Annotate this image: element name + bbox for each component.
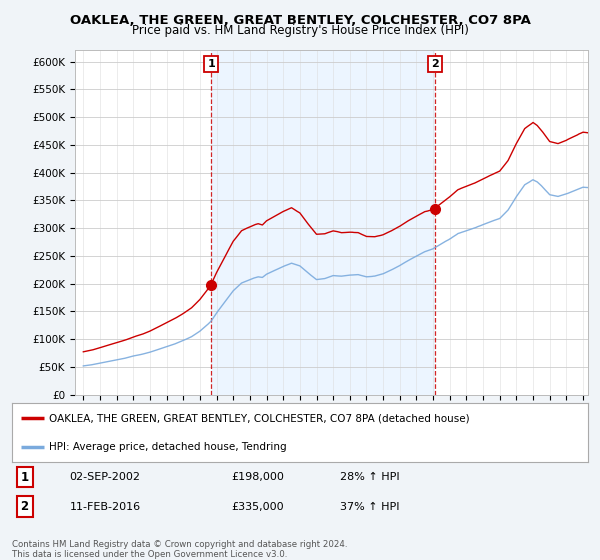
- Text: 2: 2: [20, 500, 29, 513]
- Text: OAKLEA, THE GREEN, GREAT BENTLEY, COLCHESTER, CO7 8PA (detached house): OAKLEA, THE GREEN, GREAT BENTLEY, COLCHE…: [49, 413, 470, 423]
- Text: 1: 1: [207, 59, 215, 69]
- Text: 2: 2: [431, 59, 439, 69]
- Text: Price paid vs. HM Land Registry's House Price Index (HPI): Price paid vs. HM Land Registry's House …: [131, 24, 469, 36]
- Text: 28% ↑ HPI: 28% ↑ HPI: [340, 472, 400, 482]
- Bar: [211, 50, 435, 395]
- Text: £335,000: £335,000: [231, 502, 284, 512]
- Text: £198,000: £198,000: [231, 472, 284, 482]
- Text: 11-FEB-2016: 11-FEB-2016: [70, 502, 141, 512]
- Text: OAKLEA, THE GREEN, GREAT BENTLEY, COLCHESTER, CO7 8PA: OAKLEA, THE GREEN, GREAT BENTLEY, COLCHE…: [70, 14, 530, 27]
- Text: 37% ↑ HPI: 37% ↑ HPI: [340, 502, 400, 512]
- Text: 02-SEP-2002: 02-SEP-2002: [70, 472, 140, 482]
- Text: HPI: Average price, detached house, Tendring: HPI: Average price, detached house, Tend…: [49, 442, 287, 452]
- Text: Contains HM Land Registry data © Crown copyright and database right 2024.
This d: Contains HM Land Registry data © Crown c…: [12, 540, 347, 559]
- Text: 1: 1: [20, 470, 29, 484]
